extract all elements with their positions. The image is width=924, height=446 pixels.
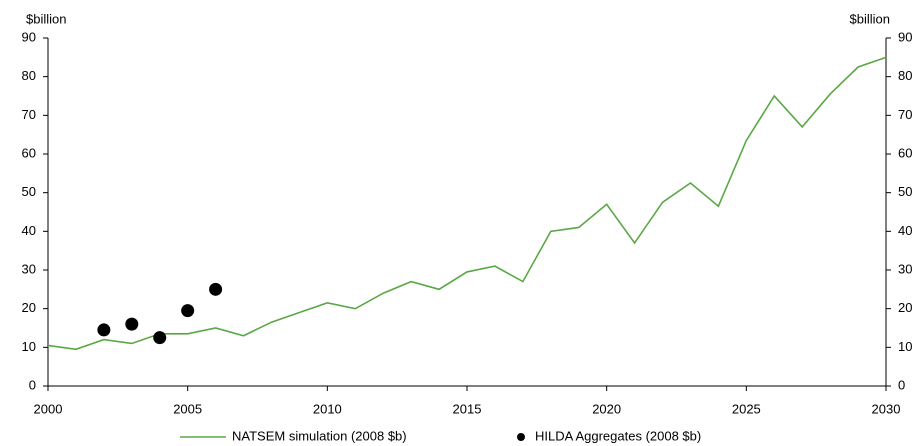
x-tick-label: 2025: [732, 401, 761, 416]
y2-tick-label: 50: [898, 184, 912, 199]
y-tick-label: 10: [22, 339, 36, 354]
y-tick-label: 50: [22, 184, 36, 199]
y2-tick-label: 80: [898, 68, 912, 83]
y2-axis-label: $billion: [850, 11, 890, 26]
y2-tick-label: 70: [898, 107, 912, 122]
y-tick-label: 0: [29, 377, 36, 392]
y-tick-label: 30: [22, 261, 36, 276]
y2-tick-label: 30: [898, 261, 912, 276]
x-tick-label: 2020: [592, 401, 621, 416]
y2-tick-label: 10: [898, 339, 912, 354]
y2-tick-label: 40: [898, 223, 912, 238]
scatter-point: [153, 331, 167, 345]
x-tick-label: 2000: [34, 401, 63, 416]
x-tick-label: 2015: [453, 401, 482, 416]
y2-tick-label: 0: [898, 377, 905, 392]
y-tick-label: 60: [22, 145, 36, 160]
x-tick-label: 2010: [313, 401, 342, 416]
x-tick-label: 2030: [872, 401, 901, 416]
y-tick-label: 80: [22, 68, 36, 83]
y2-tick-label: 20: [898, 300, 912, 315]
legend-label: HILDA Aggregates (2008 $b): [535, 428, 701, 443]
y2-tick-label: 90: [898, 29, 912, 44]
y-tick-label: 20: [22, 300, 36, 315]
scatter-point: [125, 317, 139, 331]
line-series: [47, 56, 887, 351]
y-tick-label: 70: [22, 107, 36, 122]
y-tick-label: 40: [22, 223, 36, 238]
scatter-point: [97, 323, 111, 337]
scatter-point: [209, 282, 223, 296]
scatter-point: [181, 304, 195, 318]
y-axis-label: $billion: [26, 11, 66, 26]
x-tick-label: 2005: [173, 401, 202, 416]
y2-tick-label: 60: [898, 145, 912, 160]
y-tick-label: 90: [22, 29, 36, 44]
legend-swatch: [517, 433, 525, 441]
legend-label: NATSEM simulation (2008 $b): [232, 428, 407, 443]
